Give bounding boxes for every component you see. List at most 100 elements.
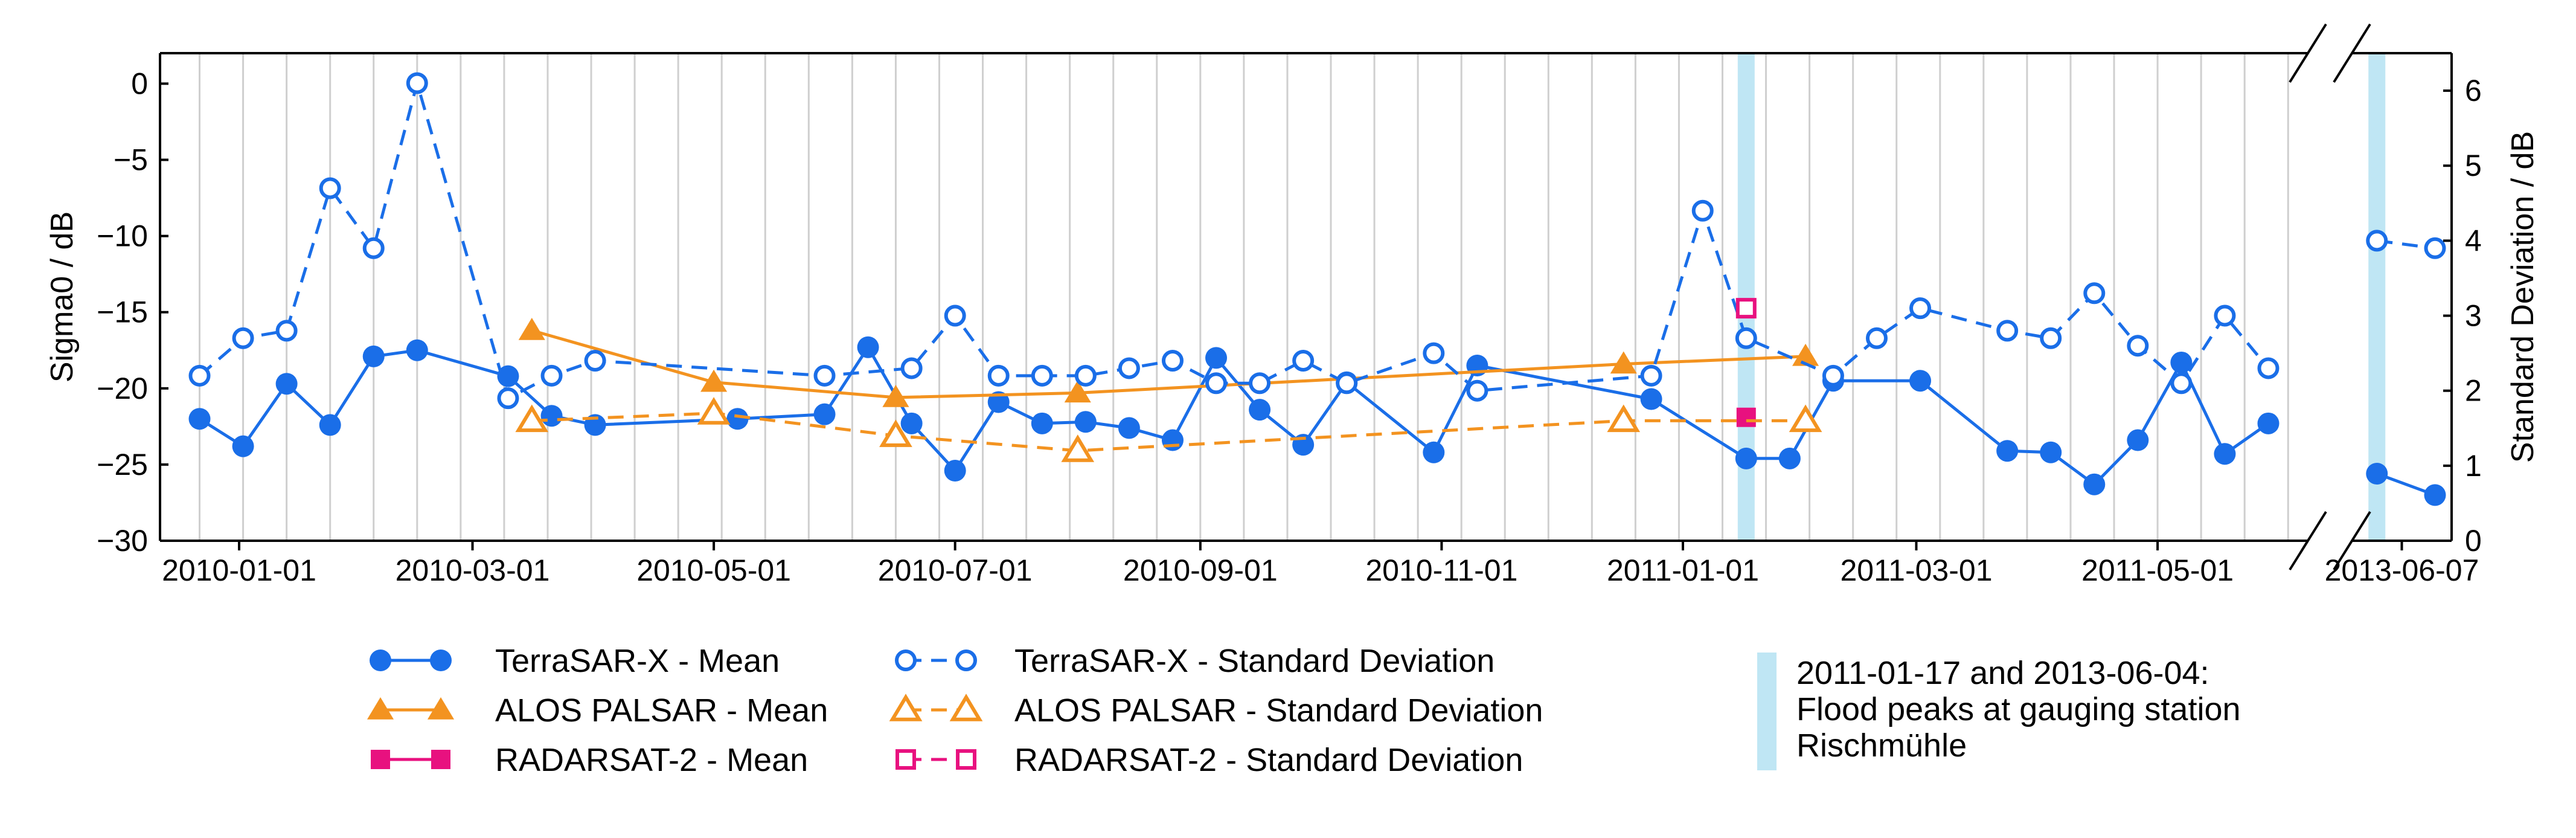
data-point: [1064, 380, 1091, 403]
data-point: [697, 397, 731, 425]
y-left-axis-title: Sigma0 / dB: [45, 211, 80, 382]
x-tick-label: 2011-01-01: [1607, 553, 1759, 587]
data-point: [319, 177, 341, 199]
data-point: [1205, 347, 1228, 369]
data-point: [1735, 298, 1757, 319]
x-tick-label: 2010-05-01: [636, 553, 791, 587]
data-point: [1336, 372, 1358, 395]
legend-label: TerraSAR-X - Mean: [495, 643, 780, 679]
data-point: [497, 387, 519, 410]
data-point: [430, 649, 452, 671]
data-point: [232, 327, 254, 349]
data-point: [1249, 399, 1271, 421]
data-point: [700, 369, 728, 392]
data-point: [813, 403, 836, 425]
axis-break-mark: [2289, 23, 2327, 83]
data-point: [232, 435, 254, 457]
data-point: [1205, 372, 1228, 395]
legend-entry: ALOS PALSAR - Mean: [367, 692, 828, 729]
x-tick-label: 2010-11-01: [1365, 553, 1517, 587]
data-point: [518, 317, 545, 340]
data-point: [1735, 447, 1757, 469]
data-point: [1074, 364, 1097, 387]
data-point: [1466, 379, 1488, 402]
data-point: [857, 336, 879, 358]
data-point: [1118, 417, 1140, 439]
data-point: [1865, 327, 1888, 349]
data-point: [896, 749, 916, 770]
axis-break-mark: [2289, 511, 2327, 571]
x-tick-label: 2010-01-01: [162, 553, 316, 587]
data-point: [944, 459, 966, 482]
data-point: [2366, 463, 2388, 485]
data-point: [2170, 351, 2193, 373]
plot-frame: [159, 23, 2453, 571]
data-point: [2257, 357, 2280, 379]
data-point: [431, 750, 450, 769]
data-point: [1161, 429, 1184, 451]
legend-entry: RADARSAT-2 - Mean: [371, 742, 808, 778]
data-point: [1031, 364, 1053, 387]
data-point: [497, 365, 519, 387]
data-point: [319, 414, 341, 436]
x-tick-label: 2013-06-07: [2325, 553, 2479, 587]
data-point: [2040, 327, 2062, 349]
data-point: [895, 649, 917, 671]
data-point: [2083, 282, 2106, 305]
series-layer: [188, 72, 2446, 506]
series-5: [1735, 298, 1757, 319]
legend-flood-swatch: [1757, 653, 1777, 770]
data-point: [879, 419, 912, 447]
data-point: [2214, 305, 2236, 327]
legend-entry: TerraSAR-X - Standard Deviation: [895, 643, 1495, 679]
data-point: [2170, 372, 2193, 395]
data-point: [1789, 404, 1822, 433]
data-point: [813, 364, 836, 387]
data-point: [406, 339, 428, 361]
y-right-tick-label: 6: [2465, 74, 2482, 108]
data-point: [1292, 350, 1315, 372]
data-point: [956, 749, 976, 770]
data-point: [427, 697, 455, 720]
data-point: [1735, 327, 1757, 349]
data-point: [889, 694, 923, 721]
data-point: [362, 345, 385, 367]
legend-entry: RADARSAT-2 - Standard Deviation: [896, 742, 1523, 778]
axis-break-mark: [2333, 511, 2371, 571]
x-tick-label: 2010-07-01: [878, 553, 1033, 587]
data-point: [900, 357, 923, 379]
data-point: [949, 694, 983, 721]
data-point: [1640, 364, 1662, 387]
data-point: [2214, 443, 2236, 465]
data-point: [1736, 407, 1756, 427]
data-point: [540, 364, 563, 387]
y-right-tick-label: 3: [2465, 299, 2482, 333]
data-point: [1778, 447, 1801, 469]
y-left-tick-label: −10: [97, 219, 148, 253]
data-point: [188, 364, 211, 387]
data-point: [2127, 429, 2149, 451]
axis-break-mark: [2333, 23, 2371, 83]
data-point: [2424, 484, 2446, 506]
data-point: [406, 72, 428, 94]
series-3: [188, 72, 2446, 410]
data-point: [371, 750, 390, 769]
y-left-tick-label: 0: [131, 66, 148, 100]
data-point: [275, 320, 298, 342]
data-point: [1031, 412, 1053, 434]
data-point: [1610, 351, 1637, 374]
legend-label: TerraSAR-X - Standard Deviation: [1014, 643, 1495, 679]
data-point: [540, 405, 563, 427]
data-point: [362, 237, 385, 259]
series-line: [198, 82, 2270, 400]
legend-entry: TerraSAR-X - Mean: [370, 643, 780, 679]
data-point: [1792, 343, 1819, 366]
data-point: [1822, 364, 1844, 387]
data-point: [726, 408, 749, 430]
series-line: [531, 411, 1806, 453]
y-left-tick-label: −30: [97, 524, 148, 558]
data-point: [2366, 230, 2388, 252]
data-point: [1691, 199, 1714, 222]
series-4: [515, 397, 1822, 462]
y-right-tick-label: 2: [2465, 374, 2482, 408]
